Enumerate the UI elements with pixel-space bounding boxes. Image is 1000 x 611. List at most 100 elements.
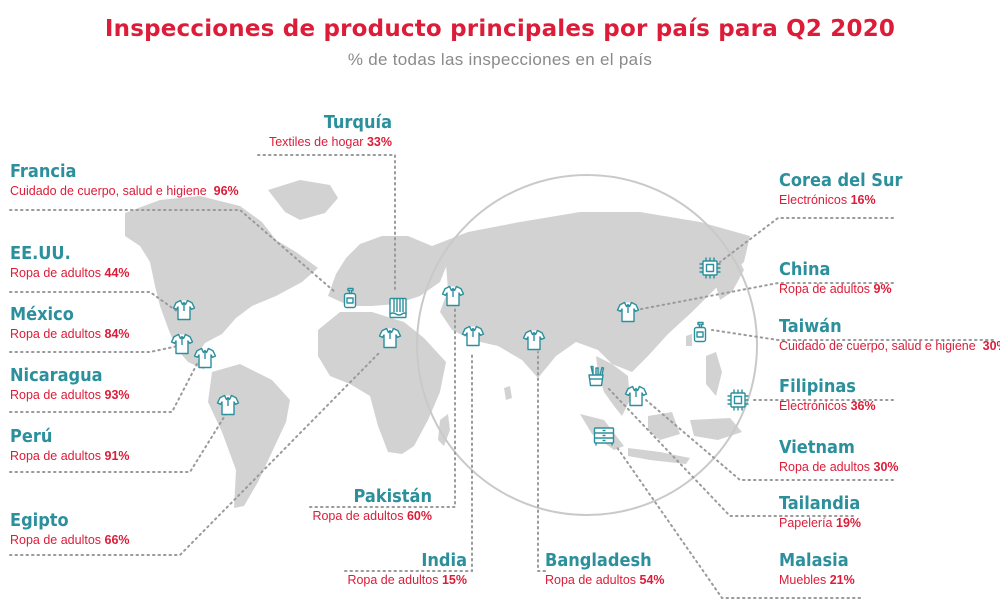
country-name: Malasia xyxy=(779,550,849,571)
country-label-peru: Perú Ropa de adultos 91% xyxy=(10,426,130,465)
country-detail: Ropa de adultos 54% xyxy=(545,572,665,589)
country-name: China xyxy=(779,259,831,280)
category-text: Electrónicos xyxy=(779,193,848,207)
country-label-filipinas: Filipinas Electrónicos 36% xyxy=(779,376,876,415)
country-name: Nicaragua xyxy=(10,365,103,386)
leader-tailandia xyxy=(607,387,854,517)
leader-egipto xyxy=(9,351,381,556)
country-name: Perú xyxy=(10,426,53,447)
category-text: Ropa de adultos xyxy=(10,266,102,280)
country-label-china: China Ropa de adultos 9% xyxy=(779,259,892,298)
leader-malasia xyxy=(615,445,861,599)
category-text: Ropa de adultos xyxy=(545,573,637,587)
leader-lines xyxy=(9,154,994,599)
country-label-taiwan: Taiwán Cuidado de cuerpo, salud e higien… xyxy=(779,316,1000,355)
category-text: Cuidado de cuerpo, salud e higiene xyxy=(779,339,976,353)
country-label-eeuu: EE.UU. Ropa de adultos 44% xyxy=(10,243,130,282)
country-label-pakistan: Pakistán Ropa de adultos 60% xyxy=(312,486,432,525)
country-name: México xyxy=(10,304,74,325)
percent-value: 19% xyxy=(836,516,862,530)
leader-francia xyxy=(9,209,336,293)
country-label-bangladesh: Bangladesh Ropa de adultos 54% xyxy=(545,550,665,589)
category-text: Ropa de adultos xyxy=(779,282,871,296)
land-philippines xyxy=(706,352,722,396)
leader-china xyxy=(635,282,894,311)
land-taiwan xyxy=(686,334,692,346)
percent-value: 54% xyxy=(639,573,665,587)
country-detail: Electrónicos 36% xyxy=(779,398,876,415)
country-label-tailandia: Tailandia Papelería 19% xyxy=(779,493,861,532)
land-europe xyxy=(328,236,448,306)
country-detail: Textiles de hogar 33% xyxy=(269,134,392,151)
country-label-francia: Francia Cuidado de cuerpo, salud e higie… xyxy=(10,161,239,200)
country-label-egipto: Egipto Ropa de adultos 66% xyxy=(10,510,130,549)
land-greenland xyxy=(268,180,338,220)
percent-value: 36% xyxy=(850,399,876,413)
percent-value: 30% xyxy=(873,460,899,474)
percent-value: 21% xyxy=(829,573,855,587)
category-text: Ropa de adultos xyxy=(10,327,102,341)
land-asia xyxy=(432,212,750,378)
leader-vietnam xyxy=(645,399,894,481)
landmass xyxy=(125,180,750,508)
percent-value: 33% xyxy=(366,135,392,149)
country-name: Turquía xyxy=(323,112,392,133)
country-name: Pakistán xyxy=(353,486,432,507)
country-name: Vietnam xyxy=(779,437,855,458)
country-label-mexico: México Ropa de adultos 84% xyxy=(10,304,130,343)
country-detail: Ropa de adultos 60% xyxy=(312,508,432,525)
country-detail: Ropa de adultos 66% xyxy=(10,532,130,549)
category-text: Electrónicos xyxy=(779,399,848,413)
country-name: Filipinas xyxy=(779,376,856,397)
land-uk xyxy=(342,256,356,282)
leader-corea xyxy=(719,217,894,263)
percent-value: 96% xyxy=(213,184,239,198)
category-text: Ropa de adultos xyxy=(10,449,102,463)
country-name: Francia xyxy=(10,161,77,182)
country-detail: Ropa de adultos 30% xyxy=(779,459,899,476)
percent-value: 15% xyxy=(441,573,467,587)
page-title: Inspecciones de producto principales por… xyxy=(104,16,896,42)
country-label-turquia: Turquía Textiles de hogar 33% xyxy=(269,112,392,151)
percent-value: 93% xyxy=(104,388,130,402)
percent-value: 60% xyxy=(406,509,432,523)
leader-india xyxy=(344,351,473,572)
category-text: Ropa de adultos xyxy=(312,509,404,523)
country-label-malasia: Malasia Muebles 21% xyxy=(779,550,855,589)
country-detail: Muebles 21% xyxy=(779,572,855,589)
percent-value: 91% xyxy=(104,449,130,463)
towel-icon xyxy=(389,297,407,319)
land-north-america xyxy=(125,196,318,370)
country-name: Egipto xyxy=(10,510,69,531)
country-name: Corea del Sur xyxy=(779,170,903,191)
land-south-america xyxy=(208,364,290,508)
country-detail: Cuidado de cuerpo, salud e higiene 96% xyxy=(10,183,239,200)
country-name: India xyxy=(421,550,467,571)
category-text: Muebles xyxy=(779,573,827,587)
page-subtitle: % de todas las inspecciones en el país xyxy=(347,50,653,69)
drawer-cabinet-icon xyxy=(593,427,615,447)
percent-value: 84% xyxy=(104,327,130,341)
stationery-cup-icon xyxy=(588,365,605,387)
leader-eeuu xyxy=(9,291,179,313)
leader-mexico xyxy=(9,345,179,353)
category-text: Ropa de adultos xyxy=(10,388,102,402)
category-text: Ropa de adultos xyxy=(779,460,871,474)
percent-value: 16% xyxy=(850,193,876,207)
country-detail: Ropa de adultos 93% xyxy=(10,387,130,404)
leader-nicaragua xyxy=(9,361,199,413)
country-name: Bangladesh xyxy=(545,550,652,571)
land-madagascar xyxy=(438,414,450,446)
percent-value: 44% xyxy=(104,266,130,280)
percent-value: 66% xyxy=(104,533,130,547)
country-detail: Electrónicos 16% xyxy=(779,192,903,209)
leader-peru xyxy=(9,413,227,473)
country-label-corea: Corea del Sur Electrónicos 16% xyxy=(779,170,903,209)
country-name: Taiwán xyxy=(779,316,842,337)
globe-outline xyxy=(416,174,758,516)
country-label-india: India Ropa de adultos 15% xyxy=(347,550,467,589)
category-text: Textiles de hogar xyxy=(268,135,364,149)
lotion-bottle-icon xyxy=(693,321,707,343)
percent-value: 30% xyxy=(982,339,1000,353)
